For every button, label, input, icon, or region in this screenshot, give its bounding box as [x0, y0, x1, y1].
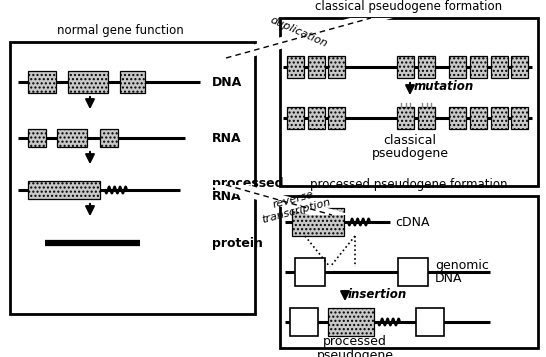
- Bar: [295, 258, 325, 286]
- Bar: [287, 107, 304, 129]
- Text: duplication: duplication: [268, 15, 329, 49]
- Bar: [491, 56, 508, 78]
- Bar: [28, 181, 100, 199]
- Text: processed: processed: [323, 336, 387, 348]
- Bar: [57, 129, 87, 147]
- Bar: [397, 56, 414, 78]
- Text: insertion: insertion: [348, 287, 407, 301]
- Bar: [416, 308, 444, 336]
- Bar: [28, 71, 56, 93]
- Bar: [470, 56, 487, 78]
- Text: RNA: RNA: [212, 191, 242, 203]
- Bar: [28, 129, 46, 147]
- Bar: [68, 71, 108, 93]
- Bar: [397, 107, 414, 129]
- Text: protein: protein: [212, 236, 263, 250]
- Polygon shape: [205, 18, 393, 58]
- Bar: [290, 308, 318, 336]
- Text: processed: processed: [212, 177, 283, 191]
- Bar: [511, 56, 528, 78]
- Bar: [398, 258, 428, 286]
- Bar: [470, 107, 487, 129]
- Bar: [418, 56, 435, 78]
- Text: classical: classical: [383, 134, 436, 146]
- Text: reverse
transcription: reverse transcription: [258, 185, 332, 225]
- Text: DNA: DNA: [435, 272, 462, 286]
- Bar: [287, 56, 304, 78]
- Bar: [280, 196, 538, 348]
- Bar: [328, 56, 345, 78]
- Bar: [308, 56, 325, 78]
- Text: genomic: genomic: [435, 260, 489, 272]
- Bar: [10, 42, 255, 314]
- Bar: [100, 129, 118, 147]
- Text: pseudogene: pseudogene: [371, 146, 448, 160]
- Text: processed pseudogene formation: processed pseudogene formation: [310, 178, 508, 191]
- Bar: [491, 107, 508, 129]
- Text: normal gene function: normal gene function: [57, 24, 184, 37]
- Bar: [328, 107, 345, 129]
- Text: RNA: RNA: [212, 131, 242, 145]
- Bar: [449, 107, 466, 129]
- Bar: [418, 107, 435, 129]
- Bar: [292, 208, 344, 236]
- Polygon shape: [205, 185, 352, 215]
- Bar: [328, 308, 374, 336]
- Text: DNA: DNA: [212, 75, 242, 89]
- Bar: [280, 18, 538, 186]
- Text: classical pseudogene formation: classical pseudogene formation: [316, 0, 502, 13]
- Bar: [511, 107, 528, 129]
- Bar: [449, 56, 466, 78]
- Text: pseudogene: pseudogene: [317, 348, 394, 357]
- Text: cDNA: cDNA: [395, 216, 430, 228]
- Bar: [308, 107, 325, 129]
- Bar: [120, 71, 145, 93]
- Text: mutation: mutation: [414, 80, 474, 94]
